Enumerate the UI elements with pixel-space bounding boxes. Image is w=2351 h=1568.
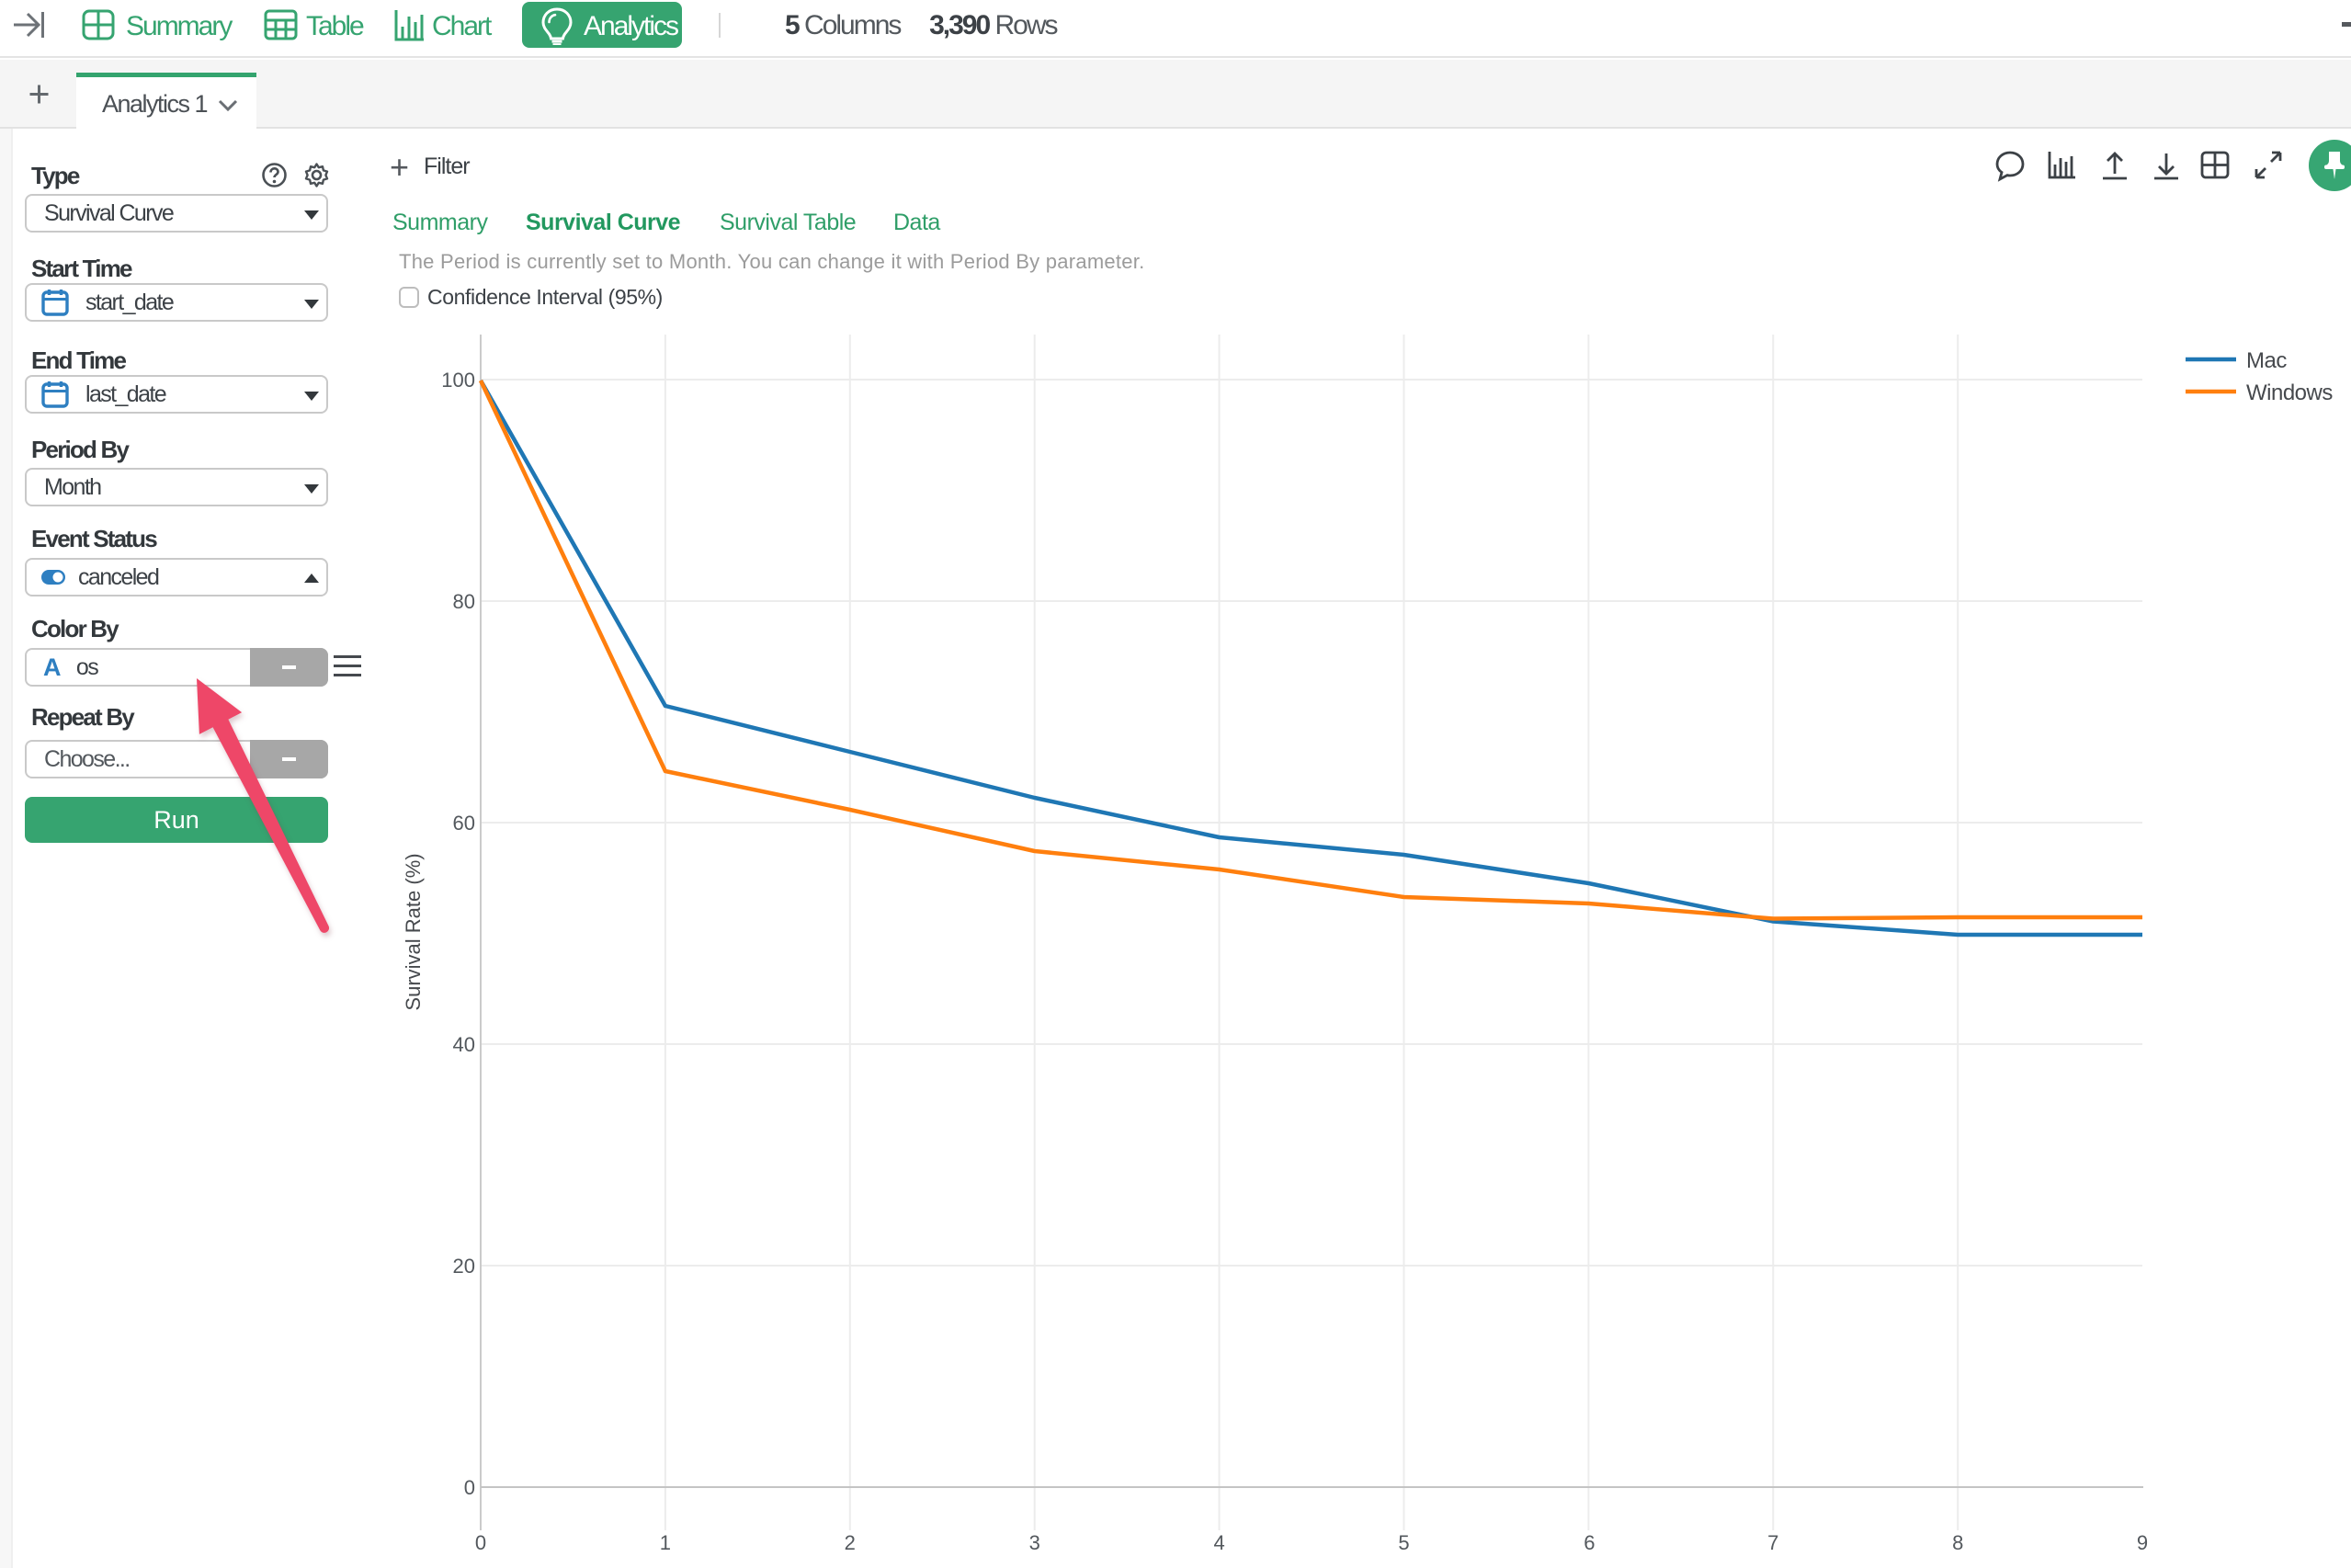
svg-text:20: 20 [453, 1255, 475, 1278]
svg-text:0: 0 [475, 1531, 486, 1554]
svg-text:3: 3 [1029, 1531, 1040, 1554]
svg-text:8: 8 [1952, 1531, 1963, 1554]
svg-text:6: 6 [1584, 1531, 1595, 1554]
svg-text:2: 2 [845, 1531, 856, 1554]
svg-text:80: 80 [453, 590, 475, 613]
svg-text:1: 1 [660, 1531, 671, 1554]
svg-text:7: 7 [1767, 1531, 1778, 1554]
svg-text:Windows: Windows [2246, 381, 2333, 405]
svg-text:0: 0 [464, 1476, 475, 1499]
svg-text:100: 100 [441, 369, 475, 392]
svg-text:5: 5 [1398, 1531, 1409, 1554]
svg-text:9: 9 [2137, 1531, 2148, 1554]
svg-text:60: 60 [453, 812, 475, 835]
svg-text:4: 4 [1213, 1531, 1224, 1554]
svg-text:40: 40 [453, 1033, 475, 1056]
svg-text:Mac: Mac [2246, 348, 2287, 373]
svg-text:Survival Rate (%): Survival Rate (%) [402, 853, 425, 1010]
